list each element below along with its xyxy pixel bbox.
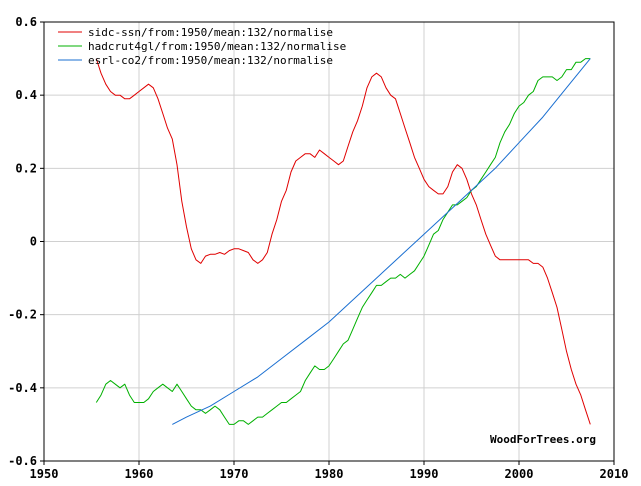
series-line-2 bbox=[95, 58, 591, 425]
y-tick-label: -0.6 bbox=[8, 454, 37, 468]
legend-label-3: esrl-co2/from:1950/mean:132/normalise bbox=[88, 54, 333, 67]
legend-label-2: hadcrut4gl/from:1950/mean:132/normalise bbox=[88, 40, 346, 53]
x-tick-label: 2010 bbox=[600, 467, 629, 481]
y-tick-label: 0.6 bbox=[15, 15, 37, 29]
y-axis-ticks: 0.6 0.4 0.2 0 -0.2 -0.4 -0.6 bbox=[8, 15, 44, 468]
x-tick-label: 1990 bbox=[410, 467, 439, 481]
y-tick-label: -0.4 bbox=[8, 381, 37, 395]
legend-label-1: sidc-ssn/from:1950/mean:132/normalise bbox=[88, 26, 333, 39]
x-tick-label: 2000 bbox=[505, 467, 534, 481]
series-line-3 bbox=[172, 58, 591, 425]
legend: sidc-ssn/from:1950/mean:132/normalisehad… bbox=[58, 26, 346, 67]
x-axis-ticks: 1950 1960 1970 1980 1990 2000 2010 bbox=[30, 461, 629, 481]
x-tick-label: 1980 bbox=[315, 467, 344, 481]
series-line-1 bbox=[95, 58, 591, 425]
x-tick-label: 1960 bbox=[125, 467, 154, 481]
series-lines bbox=[95, 58, 591, 425]
y-tick-label: 0.4 bbox=[15, 88, 37, 102]
credit-text: WoodForTrees.org bbox=[490, 433, 596, 446]
x-tick-label: 1970 bbox=[220, 467, 249, 481]
y-tick-label: -0.2 bbox=[8, 308, 37, 322]
y-tick-label: 0.2 bbox=[15, 161, 37, 175]
y-tick-label: 0 bbox=[30, 235, 37, 249]
x-tick-label: 1950 bbox=[30, 467, 59, 481]
